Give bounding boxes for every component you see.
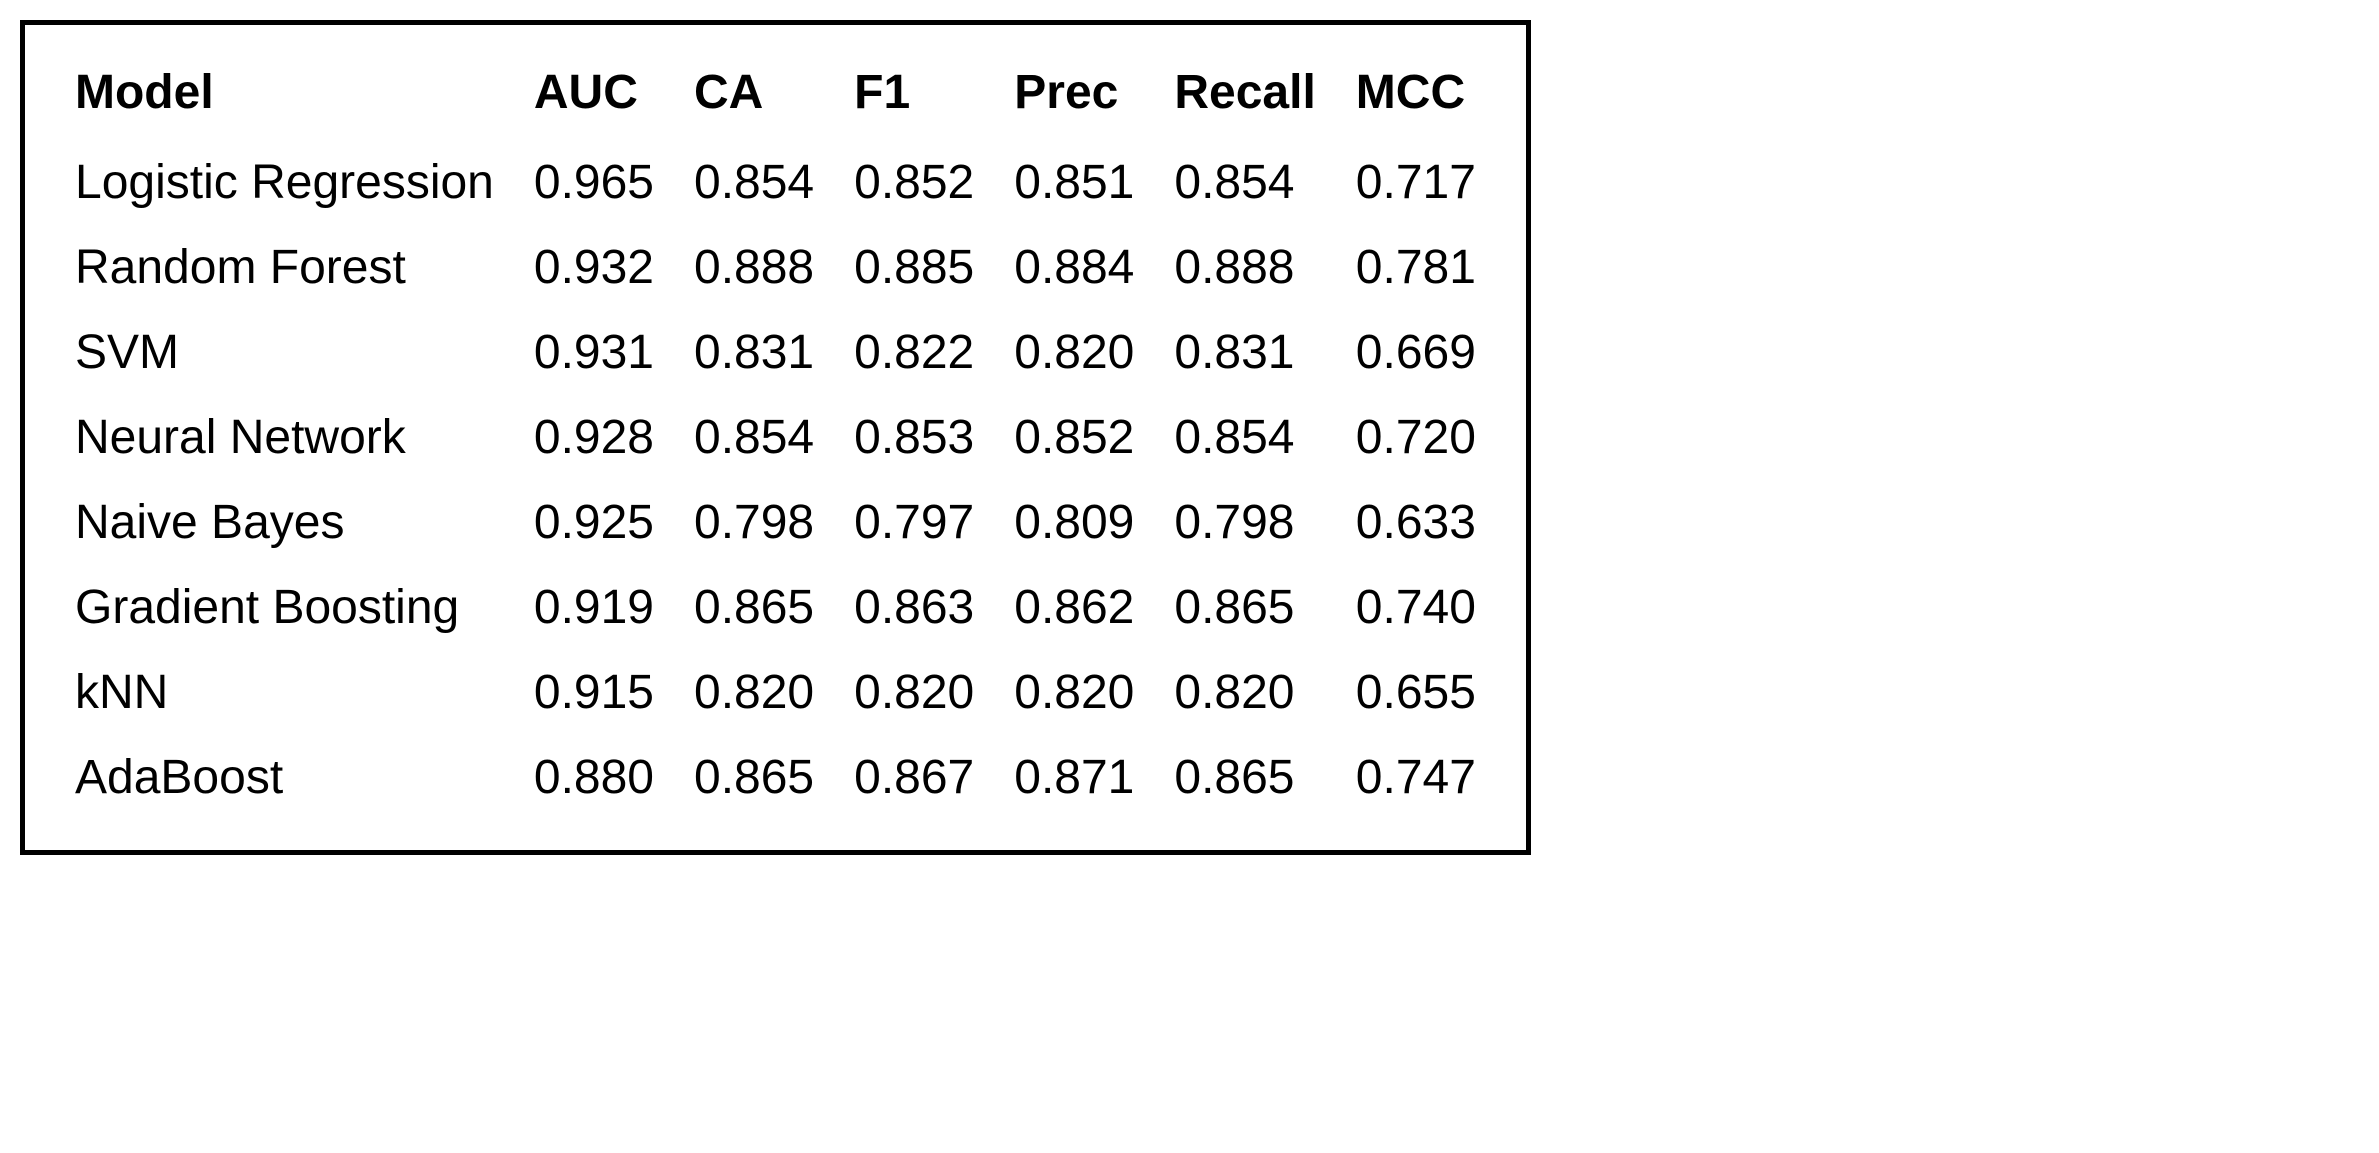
cell-recall: 0.854 bbox=[1174, 140, 1355, 225]
col-header-f1: F1 bbox=[854, 55, 1014, 140]
col-header-prec: Prec bbox=[1014, 55, 1174, 140]
cell-f1: 0.820 bbox=[854, 650, 1014, 735]
cell-auc: 0.928 bbox=[534, 395, 694, 480]
col-header-model: Model bbox=[75, 55, 534, 140]
cell-recall: 0.865 bbox=[1174, 565, 1355, 650]
cell-mcc: 0.633 bbox=[1356, 480, 1476, 565]
col-header-ca: CA bbox=[694, 55, 854, 140]
cell-model: SVM bbox=[75, 310, 534, 395]
table-row: Naive Bayes 0.925 0.798 0.797 0.809 0.79… bbox=[75, 480, 1476, 565]
cell-f1: 0.867 bbox=[854, 735, 1014, 820]
cell-f1: 0.822 bbox=[854, 310, 1014, 395]
metrics-table: Model AUC CA F1 Prec Recall MCC Logistic… bbox=[75, 55, 1476, 820]
cell-auc: 0.931 bbox=[534, 310, 694, 395]
cell-ca: 0.854 bbox=[694, 140, 854, 225]
col-header-mcc: MCC bbox=[1356, 55, 1476, 140]
cell-ca: 0.865 bbox=[694, 735, 854, 820]
cell-auc: 0.925 bbox=[534, 480, 694, 565]
table-body: Logistic Regression 0.965 0.854 0.852 0.… bbox=[75, 140, 1476, 820]
cell-auc: 0.932 bbox=[534, 225, 694, 310]
cell-mcc: 0.669 bbox=[1356, 310, 1476, 395]
cell-prec: 0.820 bbox=[1014, 650, 1174, 735]
cell-prec: 0.820 bbox=[1014, 310, 1174, 395]
table-row: AdaBoost 0.880 0.865 0.867 0.871 0.865 0… bbox=[75, 735, 1476, 820]
table-row: Gradient Boosting 0.919 0.865 0.863 0.86… bbox=[75, 565, 1476, 650]
cell-model: Naive Bayes bbox=[75, 480, 534, 565]
table-row: SVM 0.931 0.831 0.822 0.820 0.831 0.669 bbox=[75, 310, 1476, 395]
cell-mcc: 0.717 bbox=[1356, 140, 1476, 225]
cell-ca: 0.865 bbox=[694, 565, 854, 650]
cell-model: kNN bbox=[75, 650, 534, 735]
cell-model: AdaBoost bbox=[75, 735, 534, 820]
cell-f1: 0.853 bbox=[854, 395, 1014, 480]
cell-mcc: 0.720 bbox=[1356, 395, 1476, 480]
cell-ca: 0.888 bbox=[694, 225, 854, 310]
cell-ca: 0.798 bbox=[694, 480, 854, 565]
col-header-auc: AUC bbox=[534, 55, 694, 140]
metrics-table-container: Model AUC CA F1 Prec Recall MCC Logistic… bbox=[20, 20, 1531, 855]
cell-model: Logistic Regression bbox=[75, 140, 534, 225]
cell-model: Neural Network bbox=[75, 395, 534, 480]
cell-mcc: 0.747 bbox=[1356, 735, 1476, 820]
cell-ca: 0.820 bbox=[694, 650, 854, 735]
cell-f1: 0.863 bbox=[854, 565, 1014, 650]
cell-recall: 0.798 bbox=[1174, 480, 1355, 565]
cell-auc: 0.915 bbox=[534, 650, 694, 735]
cell-mcc: 0.781 bbox=[1356, 225, 1476, 310]
cell-auc: 0.919 bbox=[534, 565, 694, 650]
cell-f1: 0.797 bbox=[854, 480, 1014, 565]
cell-prec: 0.851 bbox=[1014, 140, 1174, 225]
cell-f1: 0.885 bbox=[854, 225, 1014, 310]
cell-prec: 0.852 bbox=[1014, 395, 1174, 480]
cell-ca: 0.854 bbox=[694, 395, 854, 480]
cell-recall: 0.865 bbox=[1174, 735, 1355, 820]
cell-recall: 0.888 bbox=[1174, 225, 1355, 310]
table-row: Neural Network 0.928 0.854 0.853 0.852 0… bbox=[75, 395, 1476, 480]
table-row: Random Forest 0.932 0.888 0.885 0.884 0.… bbox=[75, 225, 1476, 310]
cell-prec: 0.809 bbox=[1014, 480, 1174, 565]
cell-mcc: 0.655 bbox=[1356, 650, 1476, 735]
cell-recall: 0.831 bbox=[1174, 310, 1355, 395]
cell-mcc: 0.740 bbox=[1356, 565, 1476, 650]
cell-auc: 0.880 bbox=[534, 735, 694, 820]
table-row: Logistic Regression 0.965 0.854 0.852 0.… bbox=[75, 140, 1476, 225]
cell-model: Gradient Boosting bbox=[75, 565, 534, 650]
cell-f1: 0.852 bbox=[854, 140, 1014, 225]
cell-prec: 0.884 bbox=[1014, 225, 1174, 310]
table-header-row: Model AUC CA F1 Prec Recall MCC bbox=[75, 55, 1476, 140]
cell-model: Random Forest bbox=[75, 225, 534, 310]
table-row: kNN 0.915 0.820 0.820 0.820 0.820 0.655 bbox=[75, 650, 1476, 735]
cell-auc: 0.965 bbox=[534, 140, 694, 225]
cell-recall: 0.854 bbox=[1174, 395, 1355, 480]
cell-prec: 0.871 bbox=[1014, 735, 1174, 820]
cell-recall: 0.820 bbox=[1174, 650, 1355, 735]
cell-prec: 0.862 bbox=[1014, 565, 1174, 650]
col-header-recall: Recall bbox=[1174, 55, 1355, 140]
cell-ca: 0.831 bbox=[694, 310, 854, 395]
